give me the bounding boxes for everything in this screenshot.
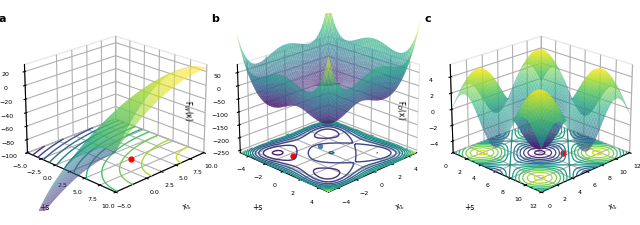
Y-axis label: +s: +s <box>252 202 262 211</box>
Text: b: b <box>212 14 220 24</box>
Text: c: c <box>424 14 431 24</box>
Text: a: a <box>0 14 6 24</box>
X-axis label: x$_1$: x$_1$ <box>607 200 620 213</box>
Y-axis label: +s: +s <box>39 202 49 211</box>
X-axis label: x$_1$: x$_1$ <box>180 200 194 213</box>
X-axis label: x$_1$: x$_1$ <box>394 200 406 213</box>
Y-axis label: +s: +s <box>465 202 475 211</box>
